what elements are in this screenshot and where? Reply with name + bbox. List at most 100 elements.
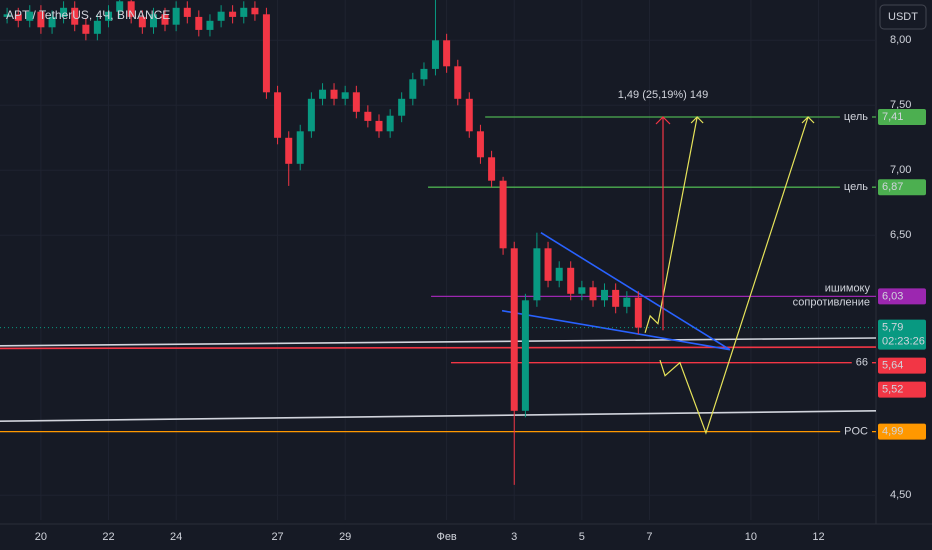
candle-body [26,11,34,21]
level-text: POC [844,426,868,438]
candle-body [217,11,225,21]
candle-body [105,11,113,21]
x-tick-label: 12 [812,531,824,543]
x-tick-label: 10 [745,531,757,543]
level-text-bg [840,424,872,439]
candle-body [544,248,552,281]
level-text: сопротивление [793,296,870,308]
projection-path [644,116,698,333]
candle-body [138,16,146,28]
candle-body [364,111,372,121]
candle-body [533,248,541,301]
candle-body [375,120,383,132]
candle-body [601,289,609,301]
arrow-head [801,116,815,124]
candle-body [48,16,56,28]
price-label: 4,99 [882,426,903,438]
candle-body [206,20,214,30]
candle-body [37,11,45,28]
price-label: 5,64 [882,360,903,372]
candle-body [195,16,203,30]
candle-body [116,1,124,12]
x-tick-label: 24 [170,531,182,543]
candle-body [319,89,327,99]
x-tick-label: 22 [102,531,114,543]
candle-body [488,157,496,181]
candle-body [465,98,473,132]
price-label-box [878,381,926,398]
candle-body [612,289,620,307]
price-label: 6,87 [882,181,903,193]
currency-button[interactable] [879,4,927,30]
price-label-box [878,357,926,374]
price-label-box [878,423,926,440]
y-tick-label: 4,50 [890,489,911,501]
level-text: цель [844,181,868,193]
candle-body [172,7,180,25]
candle-body [229,11,237,17]
x-tick-label: Фев [436,531,456,543]
candle-body [3,14,11,17]
candle-body [285,137,293,164]
trend-line [0,410,877,422]
candle-body [14,14,22,21]
candle-body [555,267,563,281]
candle-body [251,7,259,15]
candle-body [341,92,349,99]
chart-title: APT / TetherUS, 4Ч, BINANCE [6,8,170,22]
currency[interactable]: USDT [888,11,918,23]
candle-body [149,14,157,28]
measure-text: 1,49 (25,19%) 149 [618,89,709,101]
candle-body [589,287,597,301]
x-tick-label: 5 [579,531,585,543]
candle-body [398,98,406,116]
projection-path [659,116,809,435]
x-tick-label: 29 [339,531,351,543]
candle-body [183,7,191,17]
y-tick-label: 7,50 [890,99,911,111]
price-label-box [878,319,926,350]
arrow-head [655,116,671,125]
plot: цель цель ишимоку сопротивление 66 POC 1,49 (2… [0,0,877,520]
level-text-bg [839,110,872,124]
price-label-box [878,179,926,196]
candle-body [296,131,304,164]
candle-body [60,7,68,17]
candle-body [420,68,428,80]
price-label: 02:23:26 [882,336,925,348]
trend-line [540,232,731,351]
level-text-bg [839,180,872,195]
x-tick-label: 27 [271,531,283,543]
price-label-box [878,109,926,125]
candle-body [521,300,529,411]
level-text: 66 [856,357,868,369]
candle-body [476,131,484,158]
candle-body [240,7,248,17]
price-label: 6,03 [882,290,903,302]
candle-body [352,92,360,112]
price-label: 7,41 [882,111,903,123]
candle-body [307,98,315,132]
candle-body [262,14,270,93]
candle-body [71,7,79,25]
candle-body [386,115,394,132]
y-tick-label: 8,00 [890,34,911,46]
level-text-bg [851,355,872,370]
price-label: 5,79 [882,322,903,334]
trend-line [0,337,877,347]
candle-body [634,297,642,328]
y-tick-label: 6,50 [890,229,911,241]
price-label: 5,52 [882,384,903,396]
candle-body [623,297,631,307]
candle-body [454,66,462,99]
trend-line [501,309,731,351]
candle-body [274,92,282,138]
candle-body [431,40,439,69]
candle-body [127,1,135,17]
level-text: ишимоку [825,282,871,294]
candle-body [510,248,518,411]
candle-body [409,79,417,99]
candle-body [161,14,169,25]
